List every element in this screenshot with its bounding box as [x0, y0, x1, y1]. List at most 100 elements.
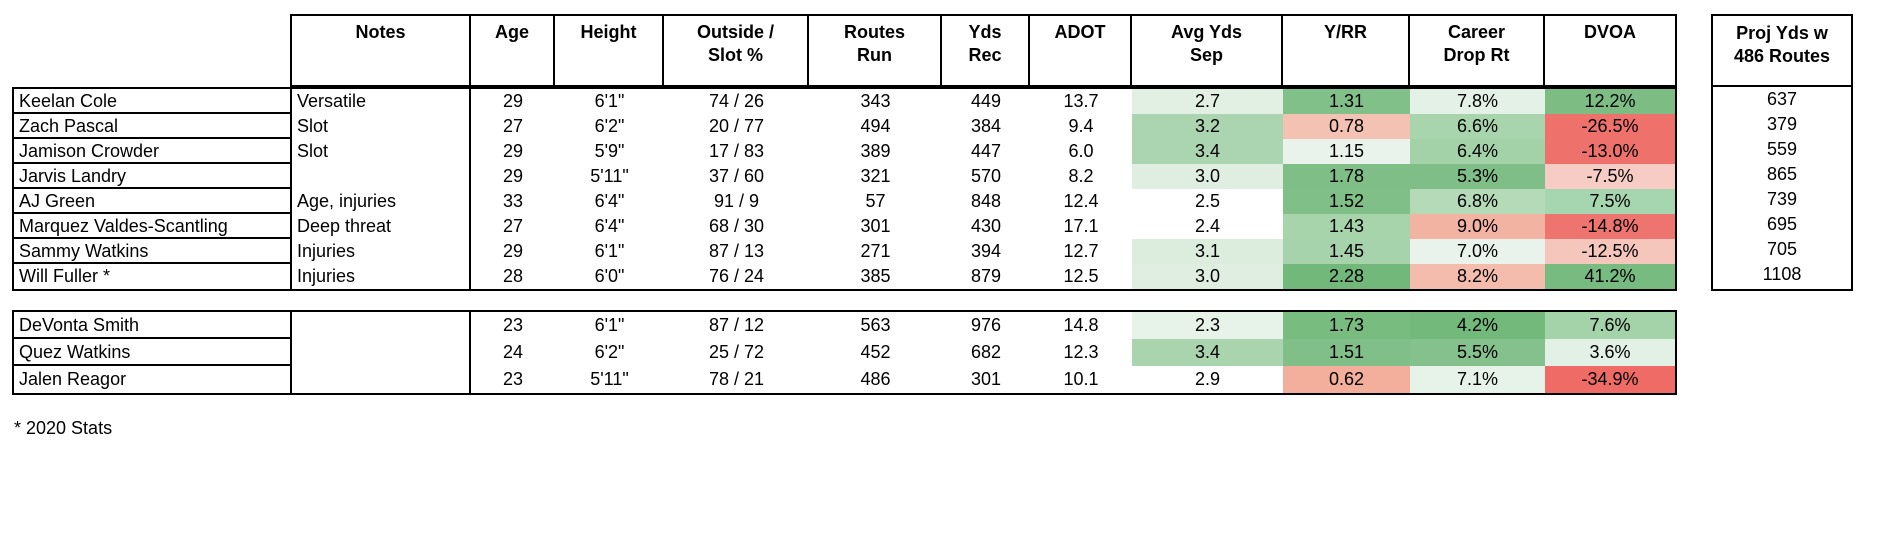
cell-height: 6'1": [594, 91, 625, 111]
cell-age: 29: [502, 166, 524, 186]
cell-notes: [292, 339, 471, 366]
cell-yds: 570: [970, 166, 1002, 186]
cell-age: 24: [502, 342, 524, 362]
column-header-slot: Outside / Slot %: [664, 16, 809, 85]
cell-age: 23: [502, 315, 524, 335]
cell-height: 6'1": [594, 241, 625, 261]
cell-routes: 389: [860, 141, 891, 161]
table-body: DeVonta Smith 23 6'1" 87 / 12 563 976 14.8 2.3 1…: [12, 310, 1677, 395]
cell-notes: [292, 366, 471, 393]
cell-proj: 705: [1766, 239, 1798, 259]
column-header-routes: Routes Run: [809, 16, 942, 85]
cell-routes: 301: [860, 216, 891, 236]
cell-dvoa: -12.5%: [1545, 239, 1675, 264]
cell-sep: 3.4: [1132, 339, 1283, 366]
cell-notes: Deep threat: [292, 214, 471, 239]
cell-sep: 2.5: [1194, 191, 1221, 211]
cell-slot: 87 / 13: [708, 241, 765, 261]
cell-drop: 7.8%: [1410, 89, 1545, 114]
cell-sep: 3.2: [1132, 114, 1283, 139]
cell-yrr: 1.73: [1283, 312, 1410, 339]
cell-name: Zach Pascal: [14, 114, 292, 139]
cell-age: 29: [502, 91, 524, 111]
cell-name: Keelan Cole: [14, 89, 292, 114]
cell-notes: Age, injuries: [292, 189, 471, 214]
cell-name: Jalen Reagor: [14, 366, 292, 393]
cell-proj: 865: [1766, 164, 1798, 184]
cell-dvoa: -7.5%: [1545, 164, 1675, 189]
cell-yds: 879: [970, 266, 1002, 286]
cell-name: AJ Green: [14, 189, 292, 214]
cell-drop: 6.8%: [1410, 189, 1545, 214]
cell-slot: 74 / 26: [708, 91, 765, 111]
table-row: Jarvis Landry 29 5'11" 37 / 60 321 570 8.2 3.0 1…: [14, 164, 1675, 189]
cell-drop: 8.2%: [1410, 264, 1545, 289]
cell-sep: 3.4: [1132, 139, 1283, 164]
cell-age: 29: [502, 141, 524, 161]
cell-yds: 682: [970, 342, 1002, 362]
footnote: * 2020 Stats: [14, 418, 113, 438]
cell-dvoa: -34.9%: [1545, 366, 1675, 393]
cell-yrr: 1.78: [1283, 164, 1410, 189]
cell-height: 6'2": [594, 342, 625, 362]
table-row: Will Fuller * Injuries 28 6'0" 76 / 24 385 879…: [14, 264, 1675, 289]
cell-height: 6'2": [594, 116, 625, 136]
cell-dvoa: 41.2%: [1545, 264, 1675, 289]
column-header-adot: ADOT: [1030, 16, 1132, 85]
column-header-notes: Notes: [292, 16, 471, 85]
cell-height: 6'1": [594, 315, 625, 335]
cell-dvoa: -13.0%: [1545, 139, 1675, 164]
cell-adot: 10.1: [1063, 369, 1099, 389]
cell-routes: 57: [865, 191, 886, 211]
cell-name: Marquez Valdes-Scantling: [14, 214, 292, 239]
veteran-wr-table: Notes Age Height Outside / Slot % Routes Run…: [12, 14, 1853, 291]
table-header-row: Notes Age Height Outside / Slot % Routes Run…: [290, 14, 1677, 87]
proj-column-header: Proj Yds w 486 Routes: [1713, 16, 1851, 87]
cell-drop: 9.0%: [1410, 214, 1545, 239]
cell-yrr: 1.45: [1283, 239, 1410, 264]
cell-name: Jamison Crowder: [14, 139, 292, 164]
cell-dvoa: -26.5%: [1545, 114, 1675, 139]
table-row: Zach Pascal Slot 27 6'2" 20 / 77 494 384 9.4 3.2…: [14, 114, 1675, 139]
cell-sep: 3.0: [1132, 264, 1283, 289]
table-row: Quez Watkins 24 6'2" 25 / 72 452 682 12.3 3.4 1.…: [14, 339, 1675, 366]
cell-slot: 78 / 21: [708, 369, 765, 389]
cell-proj: 559: [1766, 139, 1798, 159]
cell-name: Will Fuller *: [14, 264, 292, 289]
cell-dvoa: 3.6%: [1545, 339, 1675, 366]
cell-routes: 494: [860, 116, 891, 136]
cell-name: Sammy Watkins: [14, 239, 292, 264]
cell-slot: 91 / 9: [713, 191, 760, 211]
column-header-age: Age: [471, 16, 555, 85]
cell-height: 5'11": [590, 369, 629, 389]
cell-drop: 7.0%: [1410, 239, 1545, 264]
cell-proj: 695: [1766, 214, 1798, 234]
cell-yrr: 1.52: [1283, 189, 1410, 214]
cell-yrr: 0.78: [1283, 114, 1410, 139]
cell-height: 5'9": [594, 141, 625, 161]
cell-yds: 447: [970, 141, 1002, 161]
cell-notes: Versatile: [292, 89, 471, 114]
cell-slot: 68 / 30: [708, 216, 765, 236]
cell-adot: 12.7: [1063, 241, 1099, 261]
column-header-height: Height: [555, 16, 664, 85]
column-header-yrr: Y/RR: [1283, 16, 1410, 85]
cell-yrr: 1.15: [1283, 139, 1410, 164]
cell-adot: 12.3: [1063, 342, 1099, 362]
cell-drop: 5.5%: [1410, 339, 1545, 366]
cell-name: Quez Watkins: [14, 339, 292, 366]
cell-height: 6'4": [594, 191, 625, 211]
table-row: AJ Green Age, injuries 33 6'4" 91 / 9 57 848 12…: [14, 189, 1675, 214]
cell-drop: 7.1%: [1410, 366, 1545, 393]
cell-adot: 13.7: [1063, 91, 1099, 111]
cell-slot: 20 / 77: [708, 116, 765, 136]
cell-dvoa: -14.8%: [1545, 214, 1675, 239]
cell-notes: Slot: [292, 139, 471, 164]
table-row: Keelan Cole Versatile 29 6'1" 74 / 26 343 449 1…: [14, 89, 1675, 114]
cell-slot: 25 / 72: [708, 342, 765, 362]
cell-adot: 17.1: [1063, 216, 1099, 236]
cell-drop: 6.4%: [1410, 139, 1545, 164]
cell-sep: 2.9: [1194, 369, 1221, 389]
cell-notes: [292, 312, 471, 339]
